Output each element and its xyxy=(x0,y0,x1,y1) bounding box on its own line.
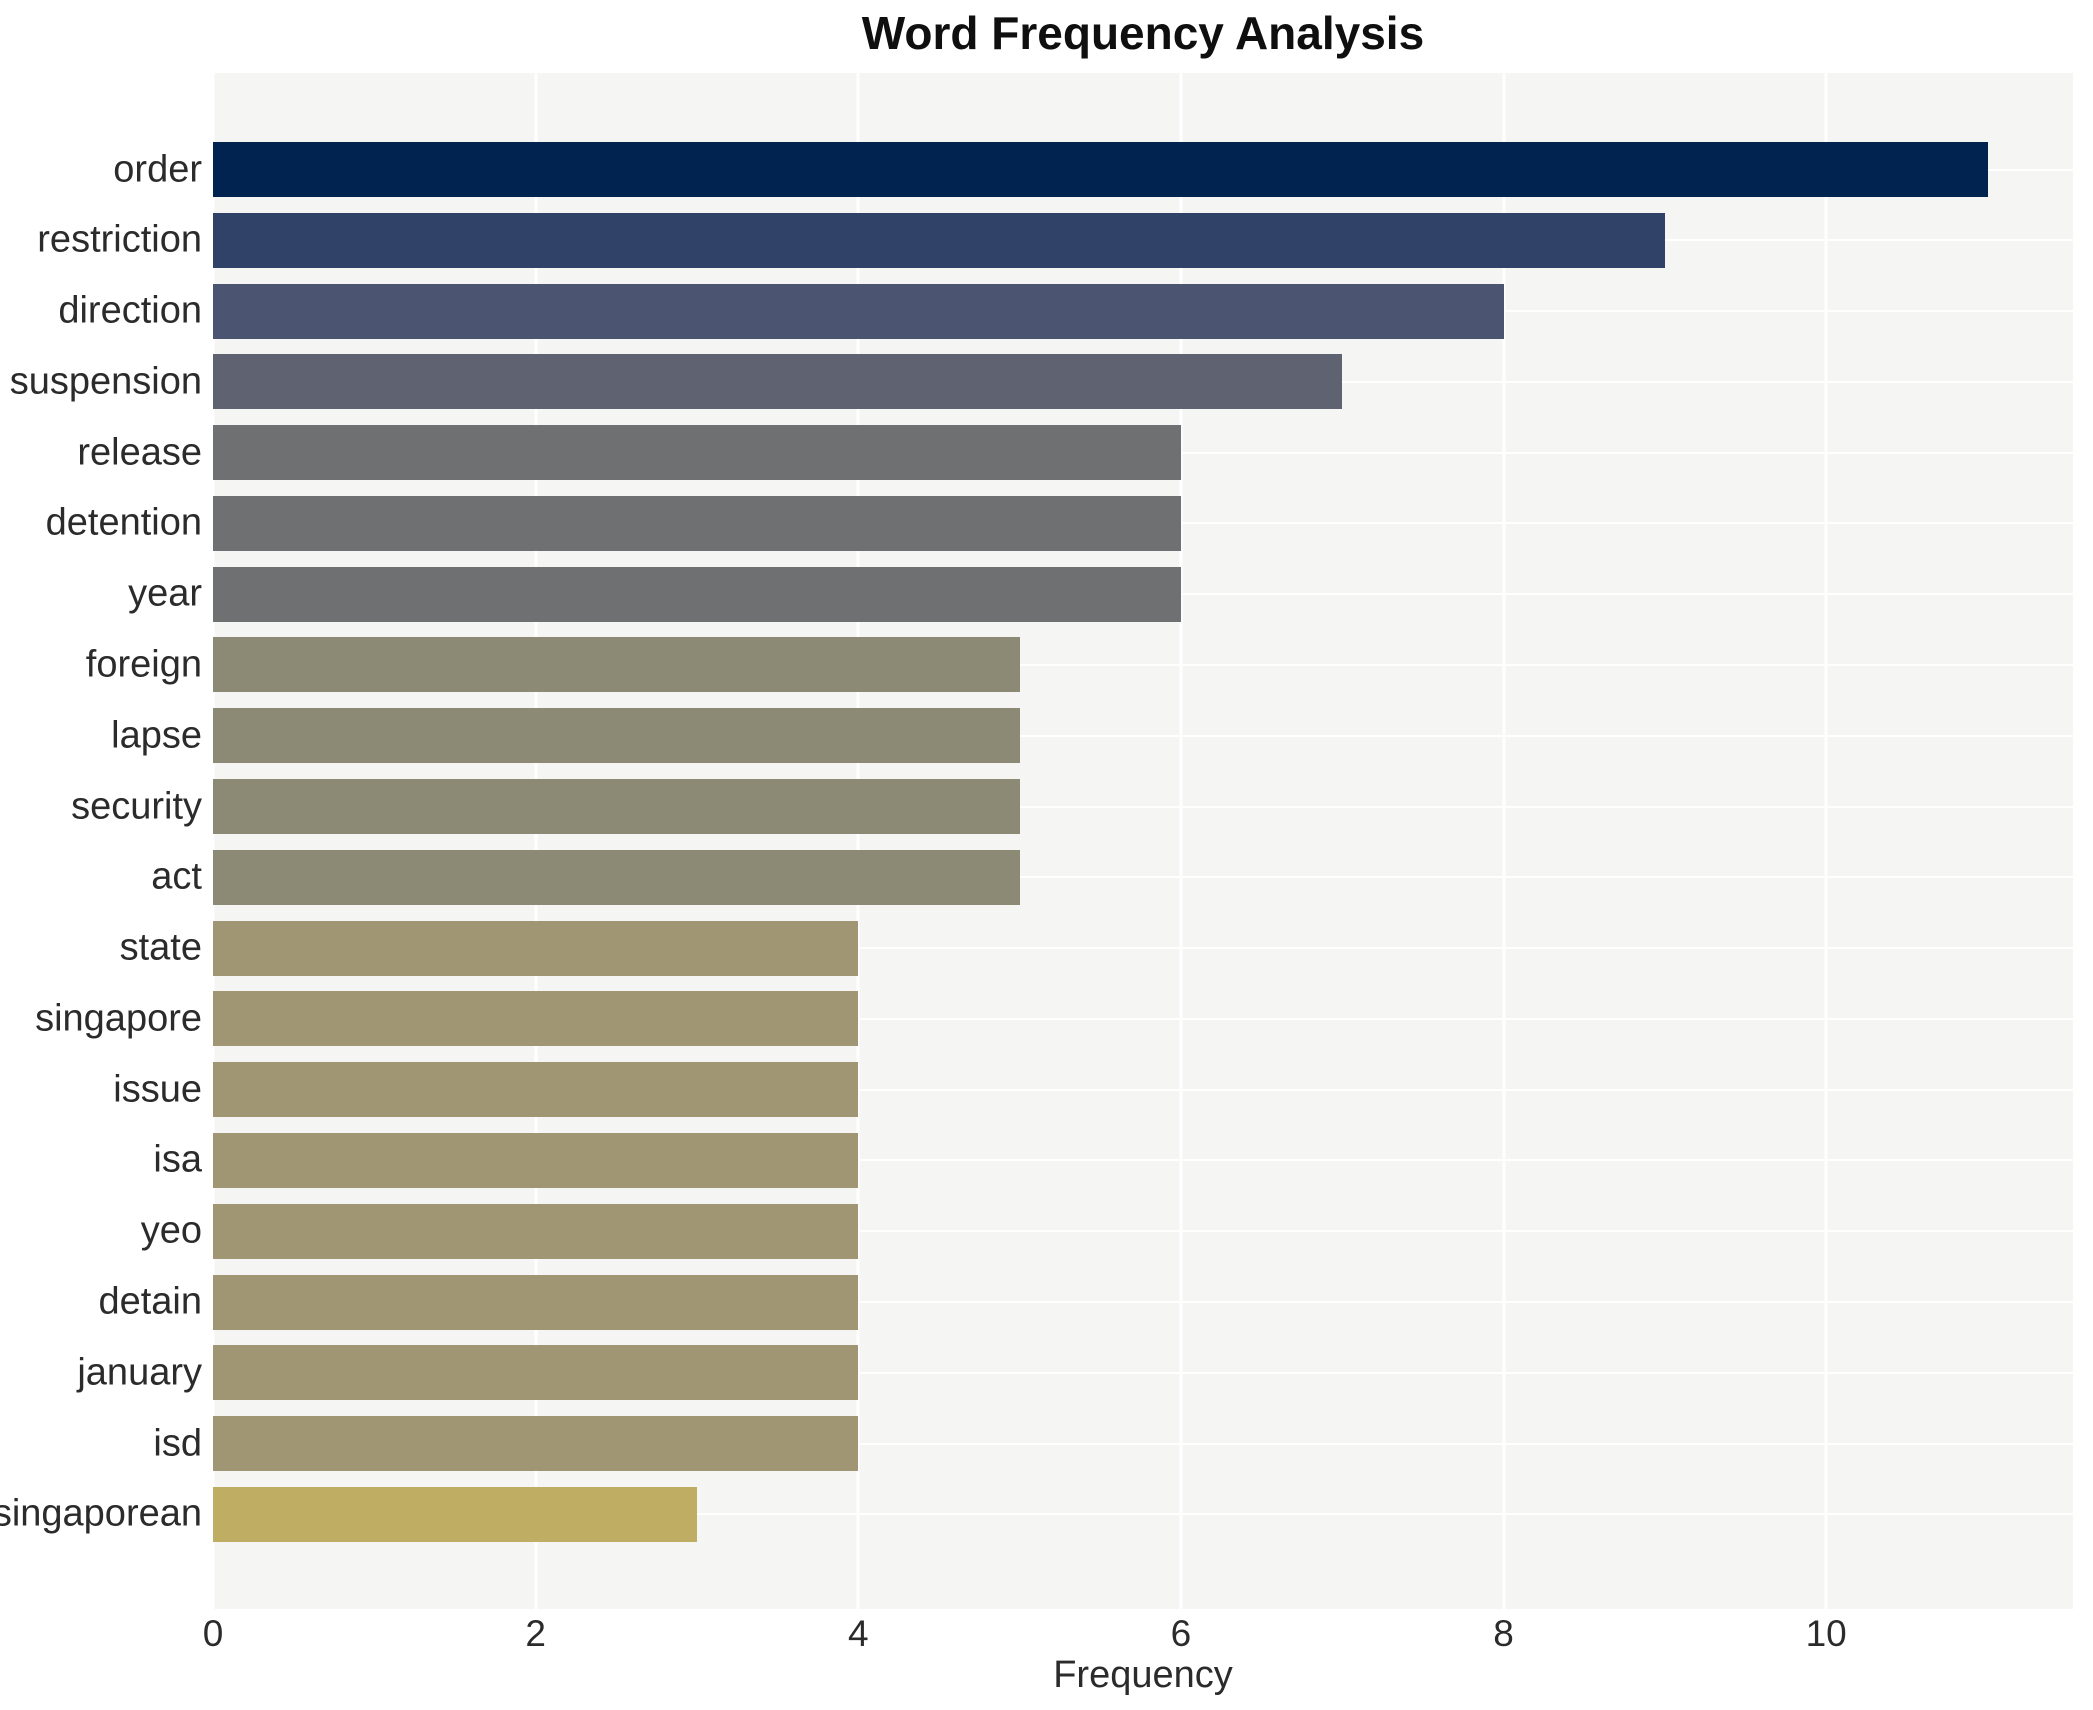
y-tick-label: yeo xyxy=(140,1209,202,1252)
gridline-horizontal xyxy=(213,734,2073,737)
bar-row: state xyxy=(120,920,2073,976)
gridline-horizontal xyxy=(213,663,2073,666)
y-tick-label: foreign xyxy=(85,643,202,686)
frequency-bar xyxy=(213,1132,859,1188)
x-axis-title: Frequency xyxy=(1053,1654,1233,1696)
bar-row: restriction xyxy=(37,212,2073,268)
frequency-bar xyxy=(213,1274,859,1330)
frequency-bar xyxy=(213,920,859,976)
frequency-bar xyxy=(213,637,1020,693)
bar-row: singapore xyxy=(35,991,2073,1047)
gridline-horizontal xyxy=(213,1088,2073,1091)
frequency-bar xyxy=(213,849,1020,905)
bar-row: direction xyxy=(58,283,2073,339)
chart-title: Word Frequency Analysis xyxy=(861,7,1425,59)
gridline-horizontal xyxy=(213,1301,2073,1303)
y-tick-label: singapore xyxy=(35,997,202,1040)
gridline-vertical xyxy=(1824,73,1828,1609)
gridline-vertical xyxy=(1179,73,1183,1609)
y-tick-label: act xyxy=(151,855,202,898)
y-tick-label: lapse xyxy=(111,714,202,757)
gridline-horizontal xyxy=(213,947,2073,950)
bar-row: detain xyxy=(98,1274,2073,1330)
bar-row: release xyxy=(77,425,2073,481)
x-tick-label: 10 xyxy=(1805,1613,1847,1654)
frequency-bar xyxy=(213,1416,859,1472)
x-tick-label: 2 xyxy=(525,1613,546,1654)
y-tick-label: security xyxy=(71,785,202,828)
gridline-vertical xyxy=(211,73,215,1609)
gridline-horizontal xyxy=(213,1513,2073,1516)
frequency-bar xyxy=(213,425,1181,481)
x-tick-label: 6 xyxy=(1170,1613,1192,1654)
frequency-bar xyxy=(213,354,1343,410)
y-tick-label: detain xyxy=(98,1280,202,1323)
y-tick-label: isa xyxy=(153,1138,202,1181)
y-tick-label: order xyxy=(113,148,202,190)
bar-row: suspension xyxy=(10,354,2073,410)
frequency-bar xyxy=(213,708,1020,764)
plot-area: order restriction direction suspension relea… xyxy=(0,73,2073,1609)
bar-row: issue xyxy=(113,1062,2073,1118)
gridline-horizontal xyxy=(213,1442,2073,1445)
y-tick-label: issue xyxy=(113,1068,202,1111)
frequency-bar xyxy=(213,1345,859,1401)
y-tick-label: singaporean xyxy=(0,1492,202,1535)
bars-container: order restriction direction suspension relea… xyxy=(0,142,2073,1542)
frequency-bar xyxy=(213,566,1181,622)
y-tick-label: detention xyxy=(45,501,202,544)
bar-row: security xyxy=(71,779,2073,835)
bar-row: isd xyxy=(153,1416,2073,1472)
y-tick-label: release xyxy=(77,431,202,474)
frequency-bar xyxy=(213,1486,697,1542)
y-tick-label: restriction xyxy=(37,218,202,261)
bar-row: foreign xyxy=(86,637,2073,693)
gridline-horizontal xyxy=(213,1230,2073,1233)
y-tick-label: year xyxy=(128,572,202,615)
x-tick-label: 4 xyxy=(847,1613,869,1654)
frequency-bar xyxy=(213,991,859,1047)
gridline-horizontal xyxy=(213,805,2073,808)
y-tick-label: direction xyxy=(58,289,202,332)
x-tick-label: 8 xyxy=(1493,1613,1514,1654)
bar-row: detention xyxy=(46,495,2073,551)
bar-row: isa xyxy=(153,1132,2073,1188)
bar-row: lapse xyxy=(111,708,2073,764)
y-tick-label: january xyxy=(77,1351,202,1394)
frequency-bar xyxy=(213,1062,859,1118)
gridline-horizontal xyxy=(213,1159,2073,1162)
gridline-vertical xyxy=(534,73,538,1609)
frequency-bar xyxy=(213,1203,859,1259)
bar-row: singaporean xyxy=(0,1486,2073,1542)
bar-row: act xyxy=(151,849,2073,905)
bar-row: year xyxy=(128,566,2073,622)
bar-row: yeo xyxy=(141,1203,2073,1259)
y-tick-label: state xyxy=(119,926,202,969)
gridline-horizontal xyxy=(213,876,2073,879)
frequency-bar xyxy=(213,142,1988,197)
gridline-vertical xyxy=(1502,73,1506,1609)
gridline-horizontal xyxy=(213,1371,2073,1374)
bar-row: january xyxy=(77,1345,2073,1401)
gridline-horizontal xyxy=(213,1017,2073,1020)
bar-row: order xyxy=(113,142,2073,197)
frequency-bar xyxy=(213,779,1020,835)
gridline-vertical xyxy=(856,73,860,1609)
x-tick-label: 0 xyxy=(202,1613,224,1654)
y-tick-label: isd xyxy=(153,1422,202,1465)
frequency-bar xyxy=(213,283,1504,339)
y-tick-label: suspension xyxy=(9,360,202,403)
frequency-bar xyxy=(213,495,1181,551)
frequency-bar xyxy=(213,212,1665,268)
